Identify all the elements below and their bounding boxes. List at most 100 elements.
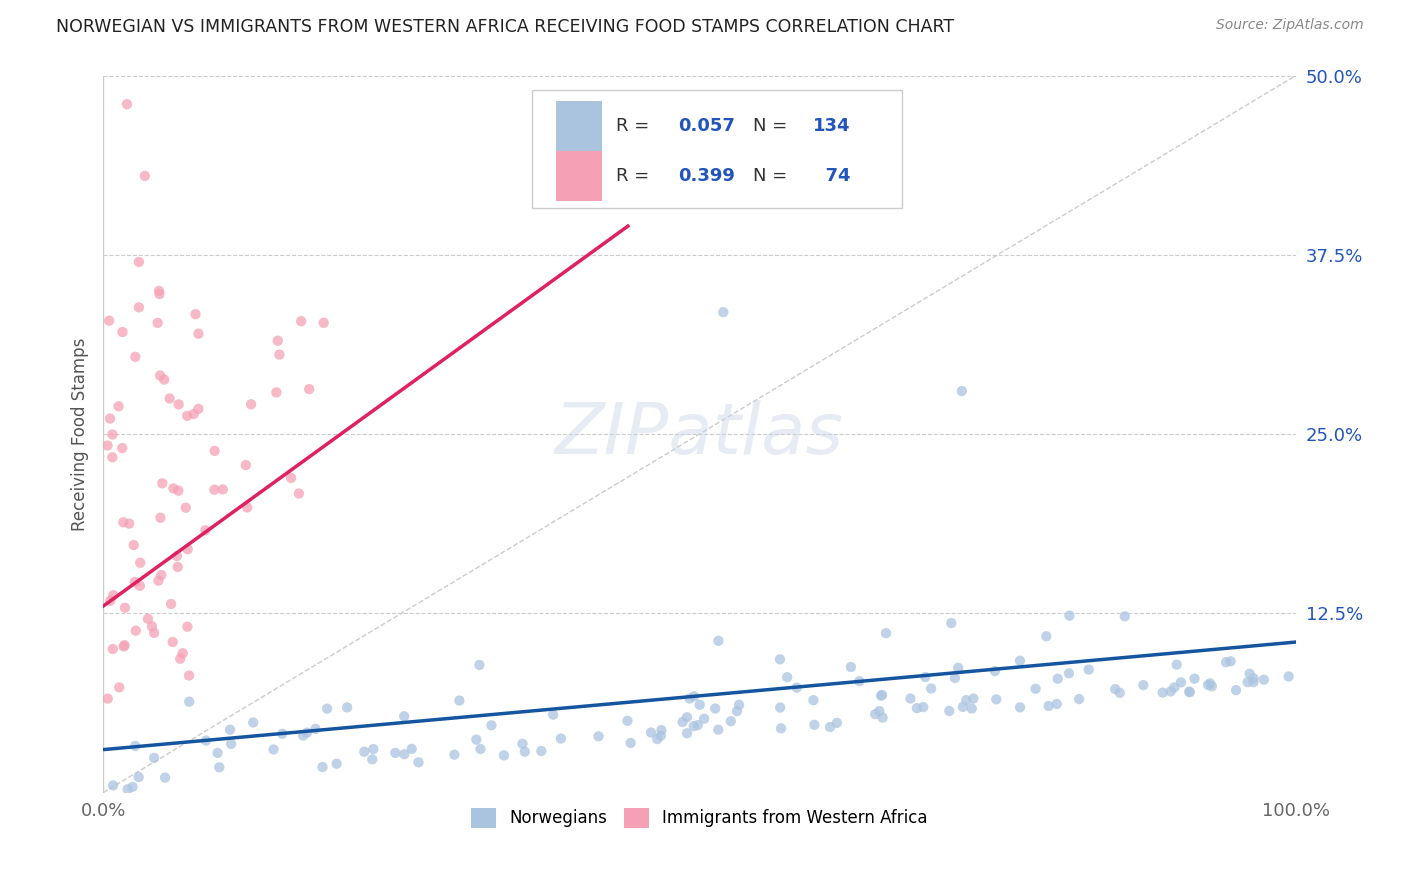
Point [208, 760, 231, 774]
Point [149, 368, 172, 383]
Point [143, 751, 166, 765]
Point [112, 640, 135, 654]
Point [111, 441, 134, 455]
Point [1178, 684, 1201, 698]
Text: 0.399: 0.399 [678, 167, 735, 185]
Point [392, 709, 415, 723]
Point [769, 652, 792, 666]
Point [1104, 682, 1126, 697]
Point [870, 689, 893, 703]
Point [671, 714, 693, 729]
Point [1278, 669, 1301, 683]
Point [803, 718, 825, 732]
Point [620, 736, 643, 750]
Y-axis label: Receiving Food Stamps: Receiving Food Stamps [72, 337, 89, 531]
Point [803, 693, 825, 707]
Point [235, 458, 257, 472]
Point [108, 681, 131, 695]
Point [512, 737, 534, 751]
Point [1160, 684, 1182, 698]
Point [179, 668, 201, 682]
Point [950, 384, 973, 398]
Text: R =: R = [616, 167, 655, 185]
Text: 134: 134 [813, 117, 851, 135]
Point [686, 718, 709, 732]
Point [172, 646, 194, 660]
Point [184, 307, 207, 321]
Point [905, 701, 928, 715]
Text: 74: 74 [813, 167, 851, 185]
Point [984, 664, 1007, 678]
Point [124, 574, 146, 589]
Point [1046, 672, 1069, 686]
Point [616, 714, 638, 728]
Point [1132, 678, 1154, 692]
Point [839, 660, 862, 674]
Point [1077, 663, 1099, 677]
Point [1199, 676, 1222, 690]
Point [134, 169, 156, 183]
Point [236, 500, 259, 515]
Point [769, 721, 792, 735]
Point [148, 284, 170, 298]
Point [848, 674, 870, 689]
Point [124, 350, 146, 364]
Point [678, 691, 700, 706]
Point [96, 438, 118, 452]
Point [111, 325, 134, 339]
Point [1108, 686, 1130, 700]
Point [103, 588, 125, 602]
Point [938, 704, 960, 718]
Text: N =: N = [754, 167, 793, 185]
Point [311, 760, 333, 774]
Point [153, 373, 176, 387]
Point [125, 624, 148, 638]
Point [948, 661, 970, 675]
Point [1239, 666, 1261, 681]
Point [825, 715, 848, 730]
Point [121, 780, 143, 794]
Point [176, 409, 198, 423]
Point [128, 301, 150, 315]
Point [704, 701, 727, 715]
Legend: Norwegians, Immigrants from Western Africa: Norwegians, Immigrants from Western Afri… [464, 801, 935, 835]
Point [872, 710, 894, 724]
Point [955, 693, 977, 707]
Point [242, 715, 264, 730]
Point [870, 688, 893, 702]
Point [1225, 683, 1247, 698]
Point [468, 657, 491, 672]
Point [952, 699, 974, 714]
Point [1059, 608, 1081, 623]
Point [271, 727, 294, 741]
Text: 0.057: 0.057 [678, 117, 735, 135]
Text: R =: R = [616, 117, 655, 135]
Point [267, 334, 290, 348]
Point [676, 710, 699, 724]
Point [204, 443, 226, 458]
Point [183, 407, 205, 421]
Point [166, 549, 188, 563]
Point [443, 747, 465, 762]
Point [1184, 672, 1206, 686]
Point [863, 707, 886, 722]
Point [1038, 698, 1060, 713]
Point [160, 597, 183, 611]
Point [141, 619, 163, 633]
Point [1197, 678, 1219, 692]
Point [1152, 685, 1174, 699]
Point [211, 483, 233, 497]
Point [689, 698, 711, 712]
Point [481, 718, 503, 732]
Point [117, 782, 139, 797]
Point [114, 600, 136, 615]
Point [166, 560, 188, 574]
Point [107, 399, 129, 413]
Point [363, 742, 385, 756]
Point [295, 725, 318, 739]
Text: Source: ZipAtlas.com: Source: ZipAtlas.com [1216, 18, 1364, 32]
Point [650, 729, 672, 743]
Point [149, 510, 172, 524]
FancyBboxPatch shape [533, 90, 903, 208]
Point [408, 756, 430, 770]
